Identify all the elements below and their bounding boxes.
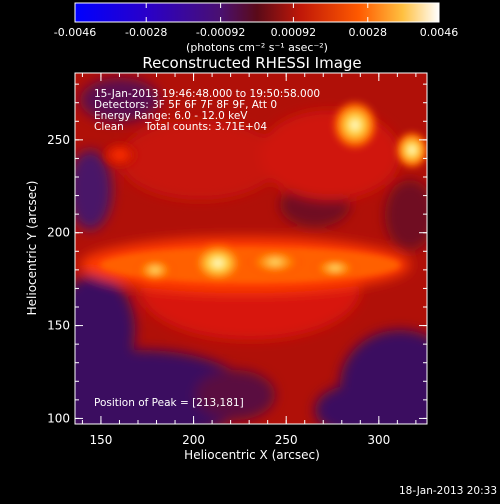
colorbar-tick-label: -0.00092: [196, 26, 245, 39]
info-energy-range: Energy Range: 6.0 - 12.0 keV: [94, 110, 248, 122]
colorbar-tick-label: 0.00092: [271, 26, 317, 39]
info-detectors: Detectors: 3F 5F 6F 7F 8F 9F, Att 0: [94, 99, 277, 111]
peak-position-text: Position of Peak = [213,181]: [94, 397, 244, 409]
y-tick-label: 150: [47, 319, 70, 333]
x-tick-label: 150: [89, 433, 112, 447]
colorbar-tick-label: 0.0046: [420, 26, 459, 39]
x-tick-label: 250: [275, 433, 298, 447]
x-axis-label: Heliocentric X (arcsec): [184, 448, 320, 462]
rhessi-image: [75, 73, 427, 424]
y-axis-label: Heliocentric Y (arcsec): [25, 181, 39, 316]
colorbar-ticks: -0.0046 -0.0028 -0.00092 0.00092 0.0028 0.004…: [54, 3, 458, 39]
colorbar-tick-label: -0.0046: [54, 26, 96, 39]
image-frame: [74, 72, 428, 425]
colorbar: -0.0046 -0.0028 -0.00092 0.00092 0.0028 0.004…: [54, 2, 458, 54]
y-tick-label: 200: [47, 226, 70, 240]
info-total-counts: Total counts: 3.71E+04: [144, 121, 267, 133]
colorbar-frame: [74, 2, 440, 23]
y-axis: 100 150 200 250: [47, 83, 427, 425]
plot-title: Reconstructed RHESSI Image: [142, 54, 361, 72]
colorbar-gradient: [75, 3, 439, 22]
colorbar-tick-label: -0.0028: [125, 26, 167, 39]
footer-date: 18-Jan-2013 20:33: [399, 485, 497, 497]
x-axis: 150 200 250 300: [81, 73, 417, 447]
colorbar-tick-label: 0.0028: [349, 26, 388, 39]
info-time-range: 15-Jan-2013 19:46:48.000 to 19:50:58.000: [94, 88, 320, 100]
x-tick-label: 300: [367, 433, 390, 447]
y-tick-label: 250: [47, 133, 70, 147]
x-tick-label: 200: [182, 433, 205, 447]
y-tick-label: 100: [47, 411, 70, 425]
info-method: Clean: [94, 121, 124, 133]
info-block: 15-Jan-2013 19:46:48.000 to 19:50:58.000…: [94, 88, 320, 133]
colorbar-unit-label: (photons cm⁻² s⁻¹ asec⁻²): [186, 41, 328, 54]
